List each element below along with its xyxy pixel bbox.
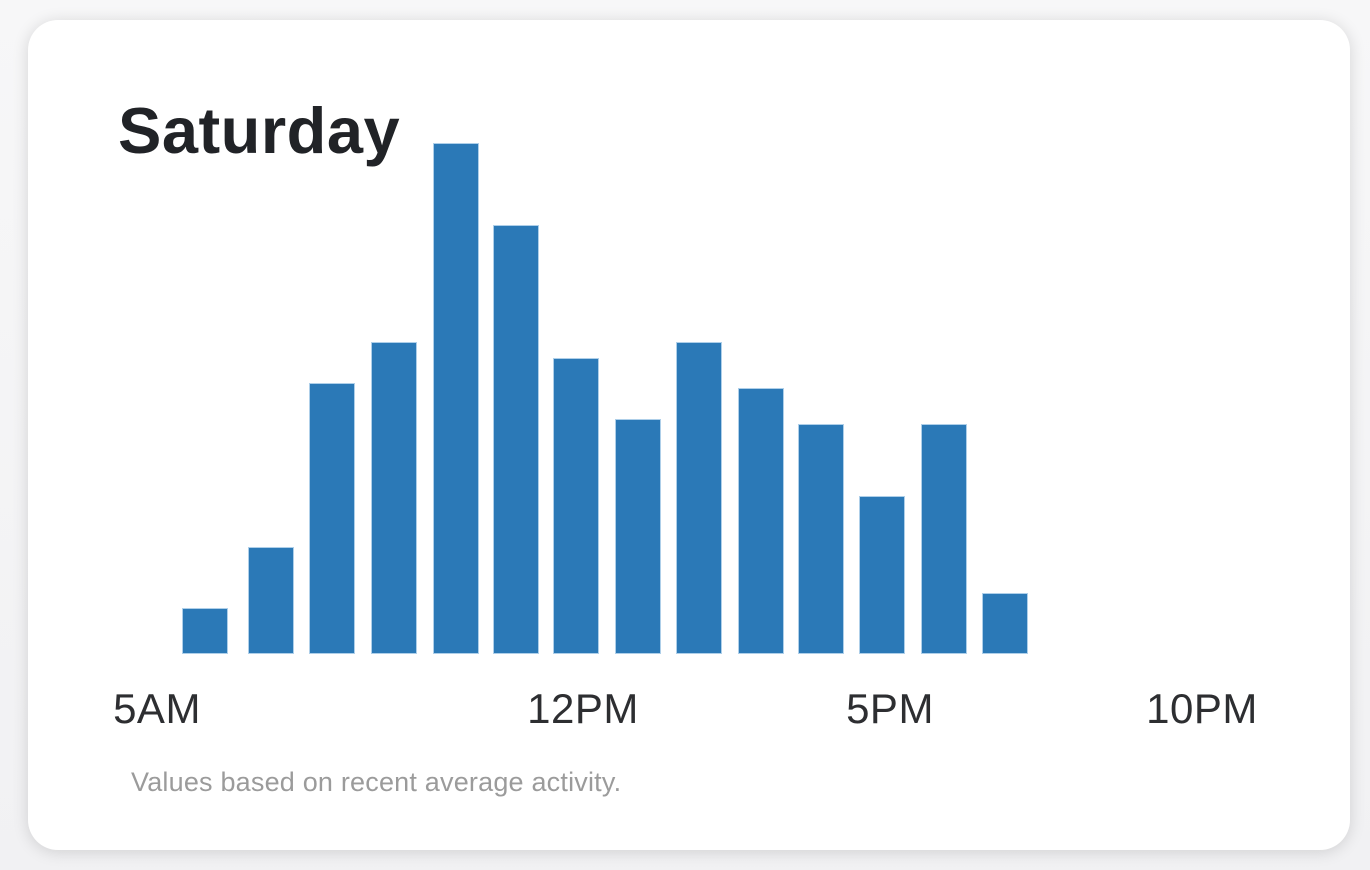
x-tick-10pm: 10PM — [1146, 685, 1258, 732]
day-title: Saturday — [118, 94, 401, 167]
x-tick-5pm: 5PM — [846, 685, 934, 732]
x-tick-12pm: 12PM — [527, 685, 639, 732]
bar-9am[interactable] — [371, 342, 417, 654]
bar-6am[interactable] — [182, 608, 228, 654]
bar-12pm[interactable] — [553, 358, 599, 654]
bar-1pm[interactable] — [615, 419, 661, 654]
bar-10am[interactable] — [433, 143, 479, 654]
bar-7pm[interactable] — [982, 593, 1028, 654]
x-axis: 5AM 12PM 5PM 10PM — [28, 688, 1350, 740]
popular-times-card: Saturday 5AM 12PM 5PM 10PM Values based on … — [28, 20, 1350, 850]
bar-4pm[interactable] — [798, 424, 844, 654]
x-tick-5am: 5AM — [113, 685, 201, 732]
bar-2pm[interactable] — [676, 342, 722, 654]
bar-3pm[interactable] — [738, 388, 784, 654]
popular-times-bar-chart — [182, 143, 1042, 654]
bar-11am[interactable] — [493, 225, 539, 654]
bar-5pm[interactable] — [859, 496, 905, 654]
bar-8am[interactable] — [309, 383, 355, 654]
bar-7am[interactable] — [248, 547, 294, 654]
chart-footnote: Values based on recent average activity. — [131, 767, 622, 797]
bar-6pm[interactable] — [921, 424, 967, 654]
